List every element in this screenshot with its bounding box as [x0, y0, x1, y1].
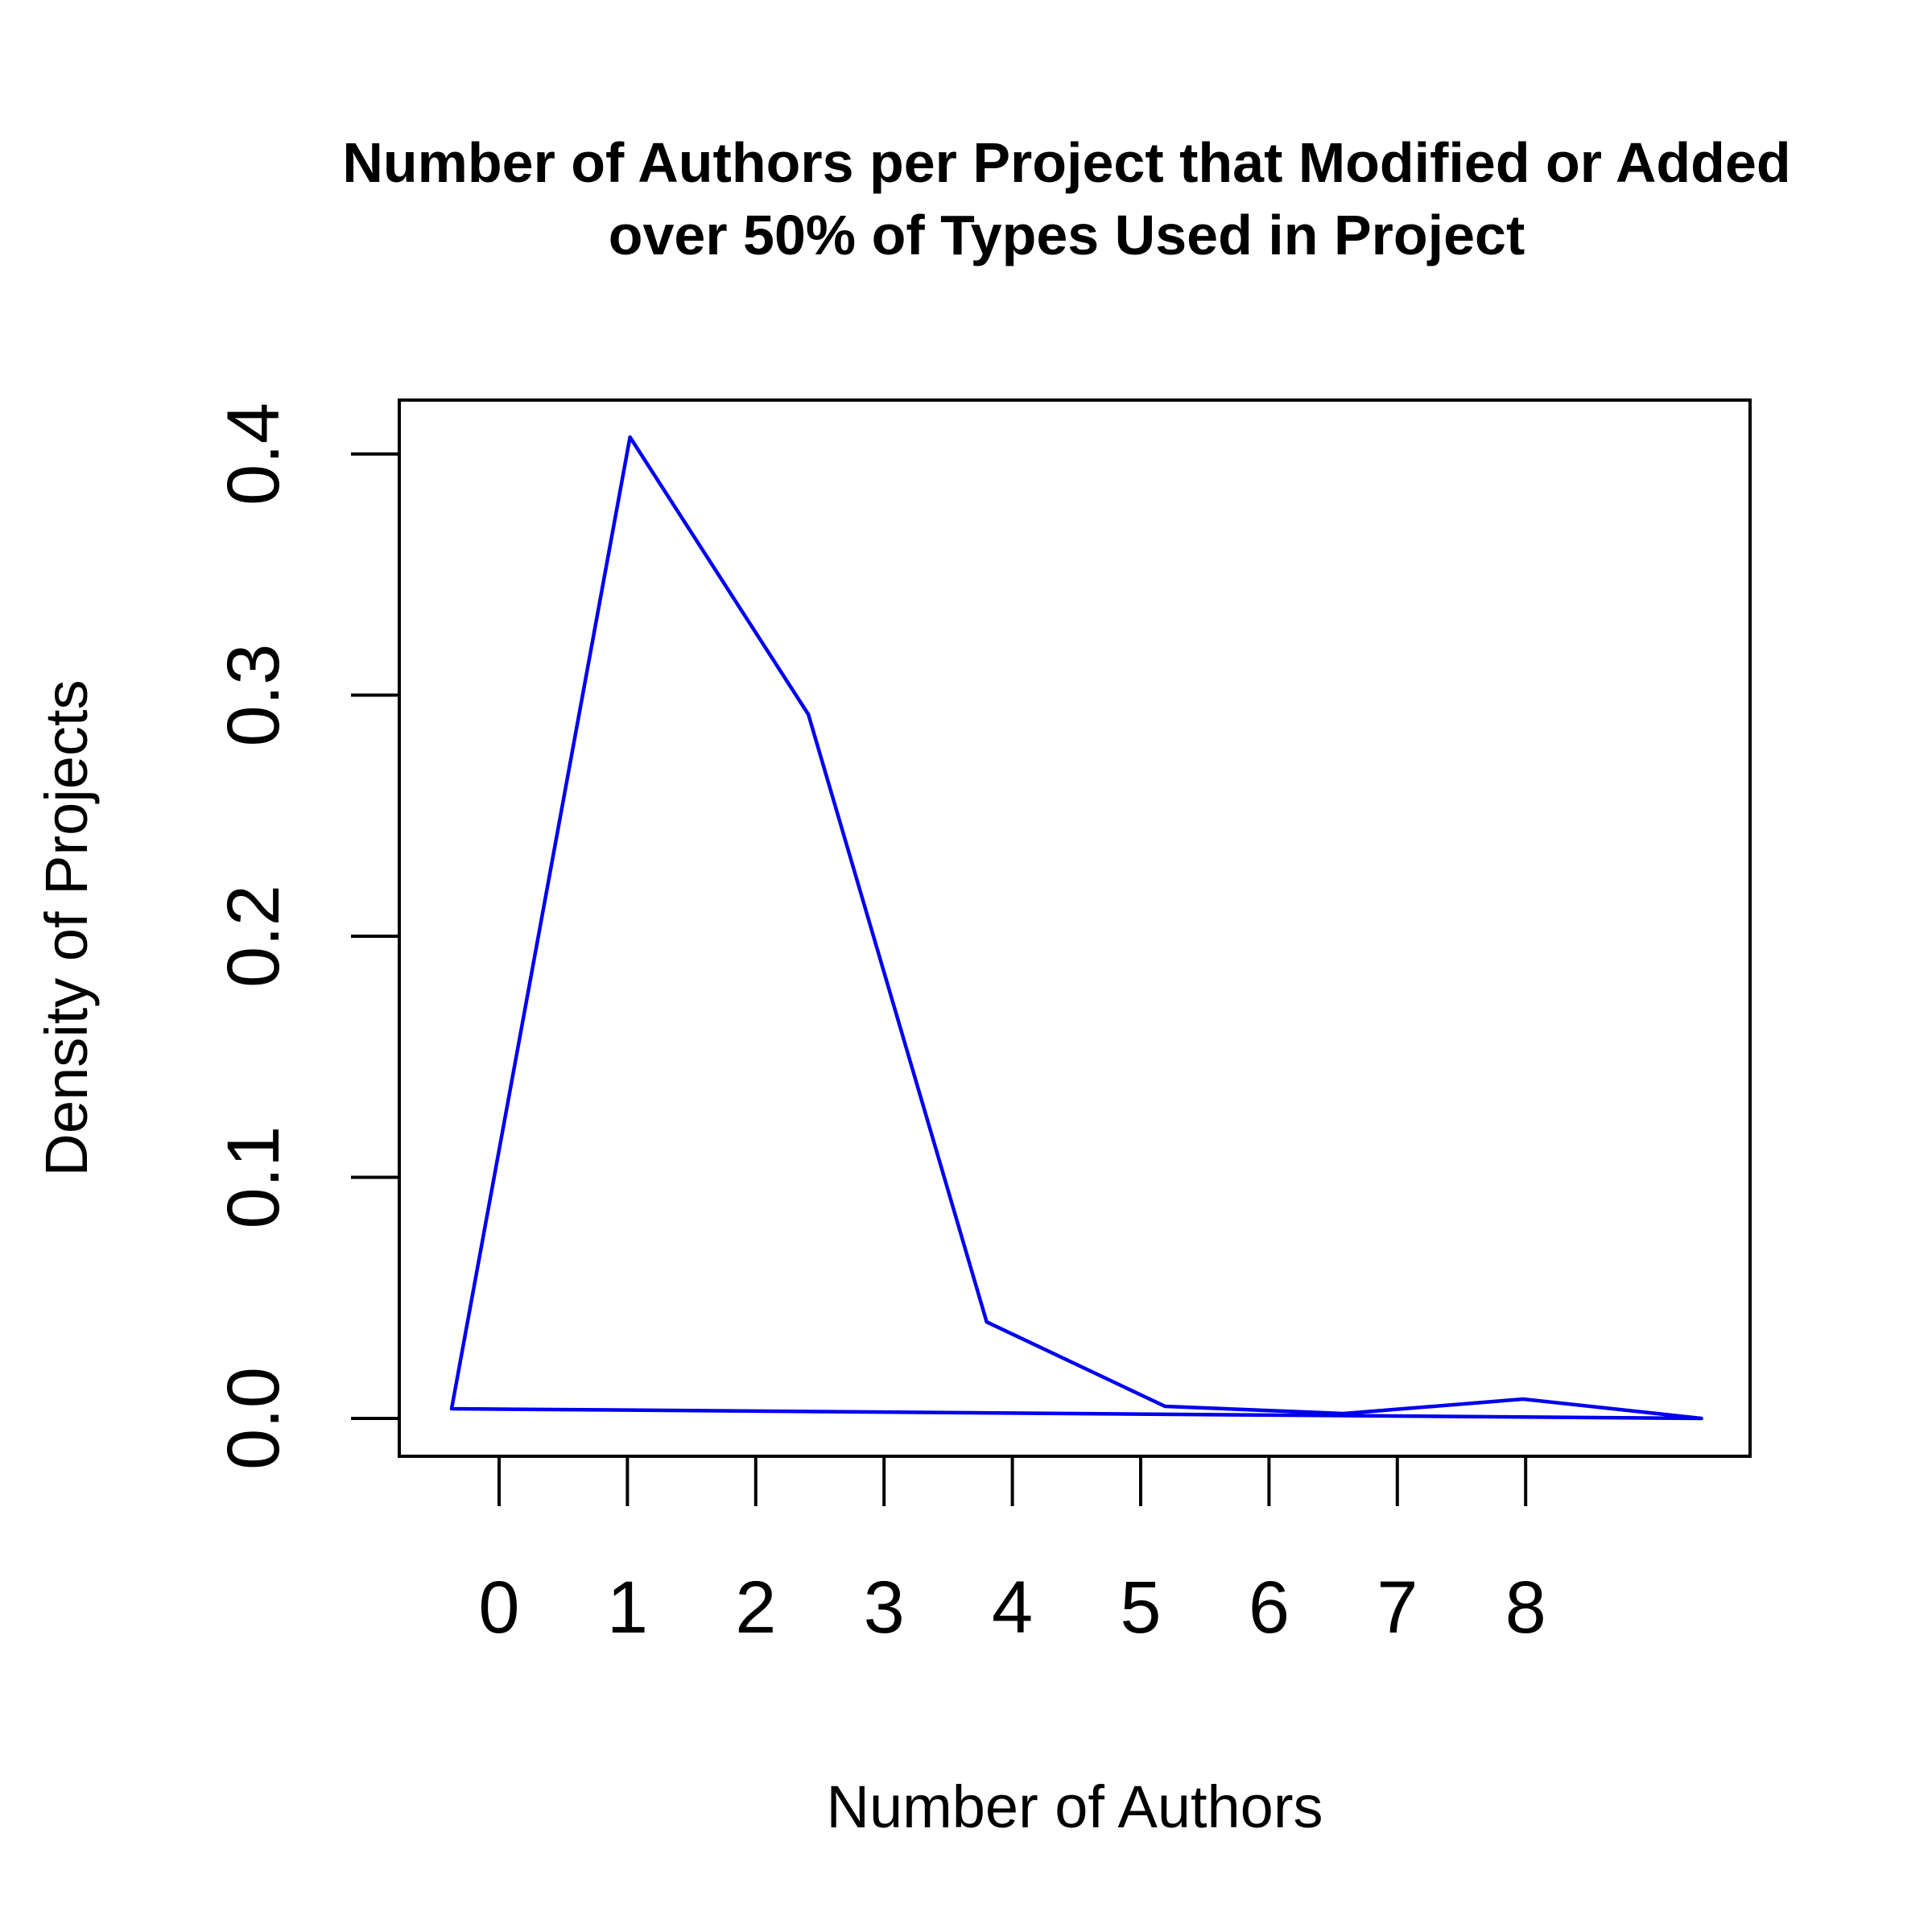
x-tick-label: 1: [607, 1567, 648, 1649]
y-axis-label: Density of Projects: [33, 680, 100, 1177]
x-tick-label: 6: [1249, 1567, 1290, 1649]
y-tick-label: 0.2: [213, 885, 295, 988]
y-tick-label: 0.0: [213, 1367, 295, 1470]
x-tick-label: 2: [735, 1567, 776, 1649]
x-axis-label: Number of Authors: [827, 1773, 1323, 1840]
x-tick-label: 7: [1377, 1567, 1418, 1649]
chart-title-line-2: over 50% of Types Used in Project: [609, 204, 1525, 266]
x-axis: 0 1 2 3 4 5 6 7 8: [478, 1455, 1546, 1649]
plot-frame: [398, 398, 1752, 1458]
y-tick-label: 0.1: [213, 1126, 295, 1229]
chart-title-line-1: Number of Authors per Project that Modif…: [342, 131, 1790, 194]
x-tick-label: 8: [1505, 1567, 1546, 1649]
series-layer: [449, 435, 1703, 1421]
x-tick-label: 5: [1120, 1567, 1161, 1649]
x-tick-label: 0: [478, 1567, 519, 1649]
y-tick-label: 0.3: [213, 644, 295, 747]
y-tick-label: 0.4: [213, 402, 295, 506]
y-axis: 0.0 0.1 0.2 0.3 0.4: [213, 402, 401, 1470]
series-line: [449, 435, 1703, 1421]
x-tick-label: 4: [992, 1567, 1033, 1649]
x-tick-label: 3: [864, 1567, 905, 1649]
